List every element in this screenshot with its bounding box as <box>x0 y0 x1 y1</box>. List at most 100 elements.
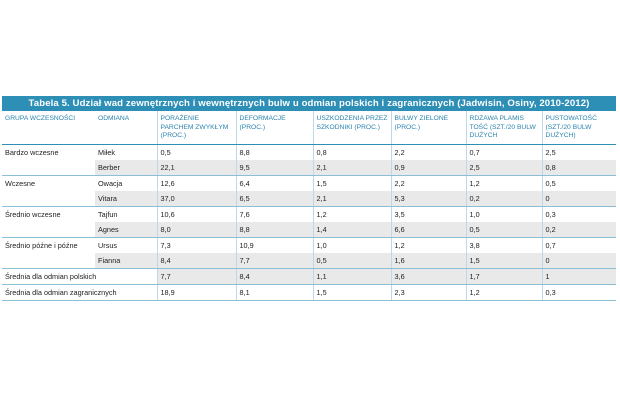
table-row: Średnia dla odmian polskich 7,7 8,4 1,1 … <box>2 268 616 285</box>
value-cell: 0,8 <box>312 144 391 160</box>
header-scab: PORAŻENIE PARCHEM ZWYKŁYM (PROC.) <box>156 111 236 145</box>
value-cell: 37,0 <box>156 190 236 207</box>
value-cell: 2,1 <box>312 190 391 207</box>
value-cell: 1,5 <box>312 175 391 191</box>
value-cell: 0 <box>541 252 616 269</box>
header-green: BULWY ZIELONE (PROC.) <box>390 111 466 145</box>
table-row: Bardzo wczesne Miłek 0,5 8,8 0,8 2,2 0,7… <box>2 144 616 160</box>
value-cell: 8,0 <box>156 221 236 238</box>
group-cell: Wczesne <box>5 178 36 188</box>
table-row: Agnes 8,0 8,8 1,4 6,6 0,5 0,2 <box>2 221 616 238</box>
value-cell: 2,2 <box>390 144 466 160</box>
value-cell: 1,2 <box>465 284 542 301</box>
value-cell: 0,3 <box>541 284 616 301</box>
value-cell: 2,5 <box>465 159 542 176</box>
value-cell: 2,2 <box>390 175 466 191</box>
value-cell: 9,5 <box>235 159 313 176</box>
value-cell: 7,7 <box>235 252 313 269</box>
value-cell: 3,5 <box>390 206 466 222</box>
value-cell: 2,1 <box>312 159 391 176</box>
variety-cell: Berber <box>95 159 157 176</box>
variety-cell: Vitara <box>95 190 157 207</box>
value-cell: 1,6 <box>390 252 466 269</box>
value-cell: 8,4 <box>156 252 236 269</box>
value-cell: 12,6 <box>156 175 236 191</box>
variety-cell: Owacja <box>98 178 123 188</box>
table-title: Tabela 5. Udział wad zewnętrznych i wewn… <box>2 96 616 111</box>
value-cell: 0,5 <box>541 175 616 191</box>
value-cell: 1 <box>541 268 616 285</box>
header-deformation: DEFORMACJE (PROC.) <box>235 111 313 145</box>
table-row: Vitara 37,0 6,5 2,1 5,3 0,2 0 <box>2 190 616 207</box>
table-row: Fianna 8,4 7,7 0,5 1,6 1,5 0 <box>2 252 616 269</box>
header-pests: USZKODZENIA PRZEZ SZKODNIKI (PROC.) <box>312 111 391 145</box>
header-group: GRUPA WCZESNOŚCI <box>2 111 95 145</box>
variety-cell: Ursus <box>98 240 118 250</box>
value-cell: 1,5 <box>312 284 391 301</box>
value-cell: 8,4 <box>235 268 313 285</box>
value-cell: 6,5 <box>235 190 313 207</box>
value-cell: 0,5 <box>312 252 391 269</box>
value-cell: 1,0 <box>312 237 391 253</box>
value-cell: 0,8 <box>541 159 616 176</box>
value-cell: 1,0 <box>465 206 542 222</box>
value-cell: 8,8 <box>235 144 313 160</box>
value-cell: 7,3 <box>156 237 236 253</box>
value-cell: 6,4 <box>235 175 313 191</box>
value-cell: 1,7 <box>465 268 542 285</box>
value-cell: 1,4 <box>312 221 391 238</box>
header-row: GRUPA WCZESNOŚCI ODMIANA PORAŻENIE PARCH… <box>2 111 616 145</box>
value-cell: 1,2 <box>390 237 466 253</box>
value-cell: 8,8 <box>235 221 313 238</box>
group-cell <box>2 190 95 207</box>
header-rust-spot: RDZAWA PLAMIS TOŚĆ (SZT./20 BULW DUŻYCH <box>465 111 542 145</box>
summary-label: Średnia dla odmian polskich <box>2 268 157 285</box>
value-cell: 1,2 <box>312 206 391 222</box>
value-cell: 10,6 <box>156 206 236 222</box>
group-cell <box>2 252 95 269</box>
table-row: Wczesne Owacja 12,6 6,4 1,5 2,2 1,2 0,5 <box>2 175 616 191</box>
header-hollow: PUSTOWATOŚĆ (SZT./20 BULW DUŻYCH) <box>541 111 616 145</box>
variety-cell: Fianna <box>95 252 157 269</box>
group-cell: Średnio wczesne <box>5 209 61 219</box>
value-cell: 22,1 <box>156 159 236 176</box>
value-cell: 7,7 <box>156 268 236 285</box>
value-cell: 6,6 <box>390 221 466 238</box>
table-row: Średnio wczesne Tajfun 10,6 7,6 1,2 3,5 … <box>2 206 616 222</box>
value-cell: 1,1 <box>312 268 391 285</box>
group-cell: Średnio późne i późne <box>5 240 78 250</box>
table-row: Średnia dla odmian zagranicznych 18,9 8,… <box>2 284 616 301</box>
value-cell: 0 <box>541 190 616 207</box>
value-cell: 3,8 <box>465 237 542 253</box>
value-cell: 0,3 <box>541 206 616 222</box>
value-cell: 0,5 <box>156 144 236 160</box>
value-cell: 0,7 <box>465 144 542 160</box>
value-cell: 0,2 <box>465 190 542 207</box>
table-grid: GRUPA WCZESNOŚCI ODMIANA PORAŻENIE PARCH… <box>2 111 616 301</box>
value-cell: 10,9 <box>235 237 313 253</box>
value-cell: 2,3 <box>390 284 466 301</box>
variety-cell: Agnes <box>95 221 157 238</box>
table-row: Berber 22,1 9,5 2,1 0,9 2,5 0,8 <box>2 159 616 176</box>
variety-cell: Tajfun <box>98 209 118 219</box>
group-cell: Bardzo wczesne <box>5 147 59 157</box>
group-cell <box>2 159 95 176</box>
header-variety: ODMIANA <box>95 111 157 145</box>
value-cell: 5,3 <box>390 190 466 207</box>
value-cell: 1,2 <box>465 175 542 191</box>
value-cell: 0,2 <box>541 221 616 238</box>
value-cell: 2,5 <box>541 144 616 160</box>
value-cell: 0,7 <box>541 237 616 253</box>
table-row: Średnio późne i późne Ursus 7,3 10,9 1,0… <box>2 237 616 253</box>
value-cell: 8,1 <box>235 284 313 301</box>
summary-label: Średnia dla odmian zagranicznych <box>2 284 157 301</box>
value-cell: 0,9 <box>390 159 466 176</box>
value-cell: 0,5 <box>465 221 542 238</box>
data-table: Tabela 5. Udział wad zewnętrznych i wewn… <box>2 96 616 301</box>
value-cell: 1,5 <box>465 252 542 269</box>
group-cell <box>2 221 95 238</box>
variety-cell: Miłek <box>98 147 116 157</box>
value-cell: 3,6 <box>390 268 466 285</box>
value-cell: 18,9 <box>156 284 236 301</box>
value-cell: 7,6 <box>235 206 313 222</box>
